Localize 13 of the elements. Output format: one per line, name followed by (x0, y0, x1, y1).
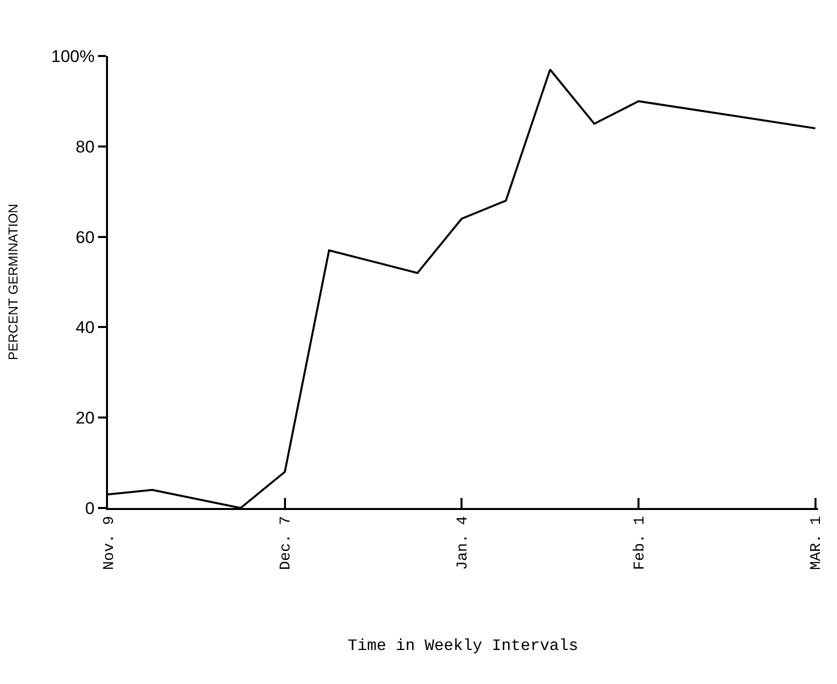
y-tick-label: 40 (76, 318, 95, 338)
x-tick-label: Dec. 7 (278, 516, 295, 570)
y-tick-label: 0 (85, 498, 95, 518)
x-tick-label: Nov. 9 (100, 516, 118, 570)
x-tick-label: Jan. 4 (454, 516, 472, 570)
y-tick-label: 100% (51, 46, 95, 66)
y-tick-label: 20 (76, 408, 95, 428)
y-tick-label: 80 (76, 137, 95, 156)
y-tick-label: 60 (76, 228, 95, 247)
y-axis-title: PERCENT GERMINATION (6, 204, 21, 360)
x-tick-label: Feb. 1 (631, 516, 648, 570)
x-axis-title: Time in Weekly Intervals (348, 637, 578, 656)
x-tick-label: MAR. 1 (808, 516, 826, 570)
